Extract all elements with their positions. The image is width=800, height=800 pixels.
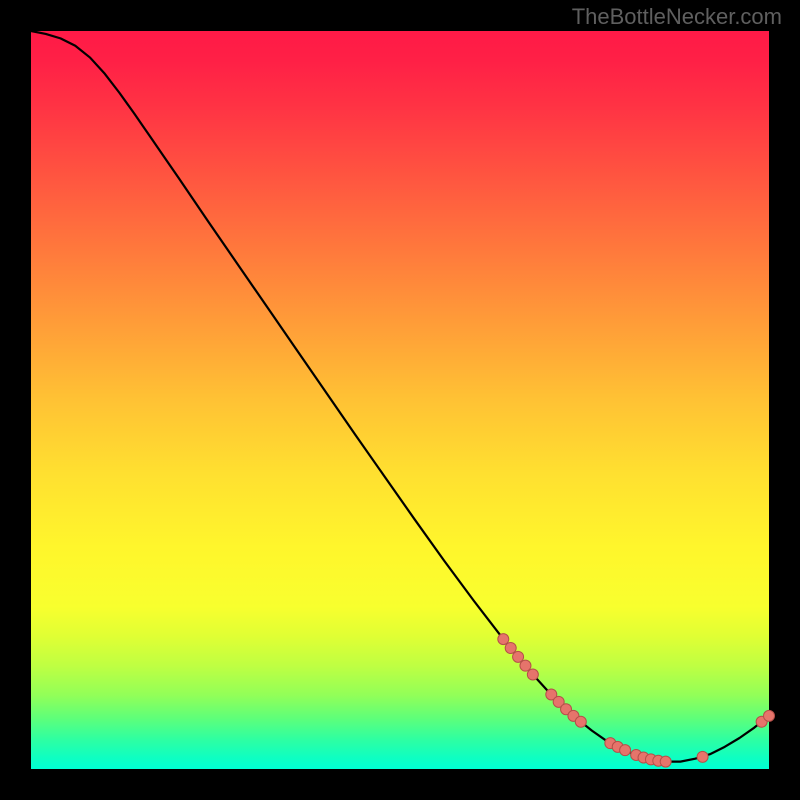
- data-marker: [527, 669, 538, 680]
- plot-background: [31, 31, 769, 769]
- data-marker: [575, 716, 586, 727]
- data-marker: [498, 634, 509, 645]
- data-marker: [660, 756, 671, 767]
- data-marker: [620, 745, 631, 756]
- data-marker: [764, 710, 775, 721]
- data-marker: [505, 642, 516, 653]
- chart-svg: [0, 0, 800, 800]
- data-marker: [520, 660, 531, 671]
- watermark-text: TheBottleNecker.com: [572, 4, 782, 30]
- data-marker: [513, 651, 524, 662]
- data-marker: [697, 751, 708, 762]
- chart-frame: TheBottleNecker.com: [0, 0, 800, 800]
